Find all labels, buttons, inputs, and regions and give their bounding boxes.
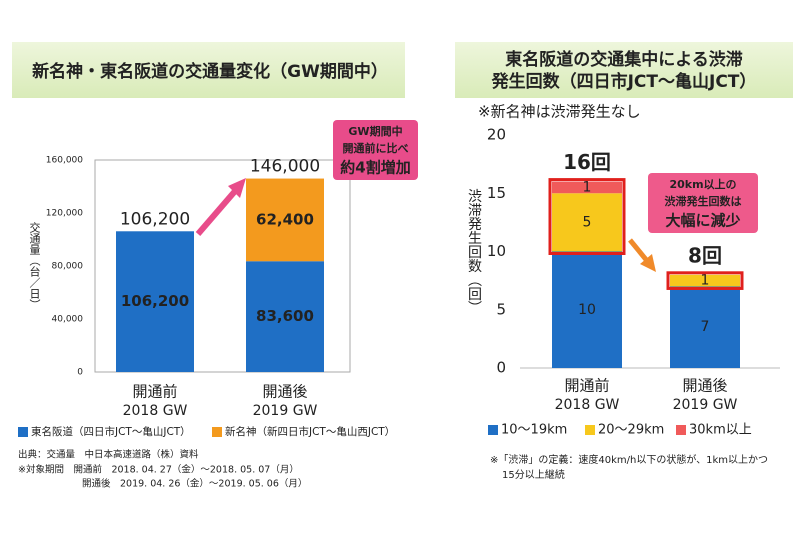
value-label: 10 <box>578 302 596 318</box>
bar-segment <box>670 286 740 368</box>
total-label: 106,200 <box>120 209 190 229</box>
y-tick-label: 15 <box>487 184 506 202</box>
arrow-head <box>228 178 246 198</box>
chart-title: 東名阪道の交通集中による渋滞 <box>505 49 743 70</box>
legend-swatch <box>488 425 498 435</box>
callout-text: GW期間中 <box>348 124 402 138</box>
value-label: 62,400 <box>256 210 314 228</box>
legend-swatch <box>676 425 686 435</box>
note: 出典：交通量 中日本高速道路（株）資料 <box>18 449 199 461</box>
subtitle: ※新名神は渋滞発生なし <box>478 103 641 121</box>
bar-segment <box>552 181 622 194</box>
y-tick-label: 160,000 <box>46 156 83 166</box>
callout-text: 開通前に比べ <box>343 141 409 155</box>
plot-border <box>94 159 351 373</box>
highlight-box <box>666 271 744 290</box>
y-tick-label: 0 <box>77 368 83 378</box>
legend-label: 新名神（新四日市JCT～亀山西JCT） <box>225 425 395 438</box>
callout-text: 渋滞発生回数は <box>665 194 742 208</box>
bar-segment <box>246 261 324 372</box>
arrow-head <box>640 254 656 272</box>
legend-swatch <box>18 427 28 437</box>
chart-title: 発生回数（四日市JCT～亀山JCT） <box>491 71 757 92</box>
legend-swatch <box>212 427 222 437</box>
value-label: 83,600 <box>256 307 314 325</box>
x-tick-label: 開通後 <box>262 383 307 401</box>
value-label: 7 <box>701 319 710 335</box>
x-tick-sublabel: 2019 GW <box>253 403 318 419</box>
note: 15分以上継続 <box>502 468 565 481</box>
y-tick-label: 20 <box>487 126 506 144</box>
note: 開通後 2019. 04. 26（金）～2019. 05. 06（月） <box>82 478 307 490</box>
value-label: 106,200 <box>121 292 189 310</box>
arrow <box>628 238 650 264</box>
value-label: 1 <box>583 179 592 195</box>
y-tick-label: 10 <box>487 242 506 260</box>
legend-label: 30km以上 <box>689 423 752 438</box>
header-bg <box>455 42 793 98</box>
y-tick-label: 120,000 <box>46 209 83 219</box>
legend-label: 20～29km <box>598 423 664 438</box>
x-tick-sublabel: 2018 GW <box>555 397 620 413</box>
x-tick-sublabel: 2018 GW <box>123 403 188 419</box>
x-tick-sublabel: 2019 GW <box>673 397 738 413</box>
callout-box <box>648 173 758 233</box>
y-tick-label: 5 <box>496 300 506 318</box>
bar-segment <box>552 251 622 368</box>
x-tick-label: 開通後 <box>682 377 727 395</box>
legend-label: 10～19km <box>501 423 567 438</box>
x-tick-label: 開通前 <box>132 383 177 401</box>
chart-title: 新名神・東名阪道の交通量変化（GW期間中） <box>32 61 388 82</box>
bar-segment <box>552 193 622 252</box>
y-axis-label: 渋滞発生回数（回） <box>466 189 482 315</box>
bar-segment <box>116 231 194 372</box>
arrow <box>195 188 239 236</box>
y-axis-label: 交通量（台／日） <box>28 221 41 310</box>
legend-swatch <box>585 425 595 435</box>
y-tick-label: 80,000 <box>52 262 84 272</box>
total-label: 8回 <box>688 243 722 267</box>
note: ※対象期間 開通前 2018. 04. 27（金）～2018. 05. 07（月… <box>18 464 299 476</box>
callout-box <box>333 120 418 180</box>
header-bg <box>12 42 405 98</box>
note: ※「渋滞」の定義：速度40km/h以下の状態が、1km以上かつ <box>490 453 768 466</box>
callout-text: 大幅に減少 <box>665 212 740 230</box>
value-label: 5 <box>583 214 592 230</box>
callout-text: 約4割増加 <box>340 159 410 177</box>
value-label: 1 <box>701 273 710 289</box>
bar-segment <box>670 274 740 287</box>
y-tick-label: 0 <box>496 359 506 377</box>
callout-text: 20km以上の <box>669 177 736 191</box>
x-tick-label: 開通前 <box>564 377 609 395</box>
legend-label: 東名阪道（四日市JCT～亀山JCT） <box>31 425 191 438</box>
y-tick-label: 40,000 <box>52 315 84 325</box>
total-label: 16回 <box>563 150 611 174</box>
highlight-box <box>548 178 626 256</box>
total-label: 146,000 <box>250 157 320 177</box>
bar-segment <box>246 178 324 262</box>
